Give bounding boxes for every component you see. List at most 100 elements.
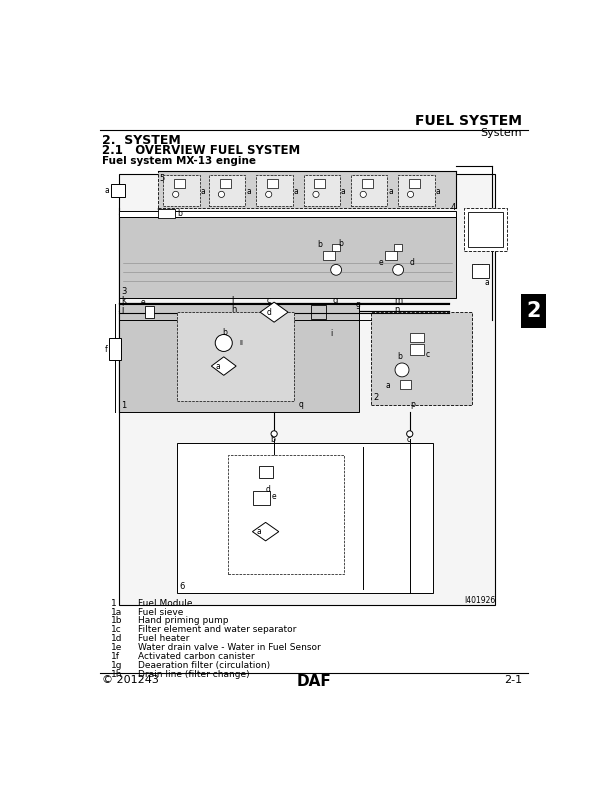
Text: a: a — [435, 187, 440, 196]
Text: a: a — [104, 186, 109, 195]
Circle shape — [313, 192, 319, 197]
Circle shape — [406, 431, 413, 437]
Text: d: d — [267, 307, 272, 317]
Text: 5: 5 — [159, 173, 165, 183]
Text: a: a — [386, 381, 390, 390]
Bar — [362, 179, 373, 188]
Bar — [304, 175, 340, 206]
Circle shape — [218, 192, 225, 197]
Circle shape — [408, 192, 414, 197]
Text: a: a — [246, 187, 251, 196]
Bar — [351, 175, 387, 206]
Bar — [111, 185, 125, 196]
Text: 1: 1 — [121, 401, 127, 410]
Text: Fuel system MX-13 engine: Fuel system MX-13 engine — [102, 156, 256, 166]
Circle shape — [395, 363, 409, 377]
Bar — [464, 208, 507, 250]
Text: 2.  SYSTEM: 2. SYSTEM — [102, 134, 181, 147]
Bar — [323, 250, 335, 260]
Text: 1c: 1c — [111, 626, 122, 634]
Text: f: f — [105, 345, 108, 354]
Text: c: c — [266, 296, 271, 305]
Bar — [177, 443, 433, 593]
Text: 1: 1 — [111, 599, 117, 607]
Text: 1e: 1e — [111, 643, 123, 652]
Bar — [228, 455, 344, 574]
Bar — [209, 175, 245, 206]
Text: b: b — [270, 435, 275, 444]
Text: i: i — [330, 329, 333, 338]
Text: © 201243: © 201243 — [102, 676, 159, 685]
Text: l: l — [231, 296, 234, 305]
Bar — [109, 338, 121, 360]
Text: a: a — [201, 187, 205, 196]
Circle shape — [330, 265, 341, 275]
Text: Hand priming pump: Hand priming pump — [138, 616, 229, 626]
Text: 2.1   OVERVIEW FUEL SYSTEM: 2.1 OVERVIEW FUEL SYSTEM — [102, 144, 300, 157]
Polygon shape — [252, 523, 279, 541]
Text: j: j — [121, 305, 124, 314]
Bar — [259, 466, 272, 478]
Circle shape — [215, 334, 233, 352]
Text: DAF: DAF — [296, 674, 331, 689]
Bar — [410, 344, 424, 355]
Polygon shape — [260, 303, 288, 322]
Bar — [174, 179, 185, 188]
Bar — [385, 250, 397, 260]
Text: c: c — [425, 350, 430, 359]
Bar — [398, 175, 435, 206]
Text: 1b: 1b — [111, 616, 123, 626]
Circle shape — [271, 431, 277, 437]
Text: g: g — [356, 300, 360, 309]
Text: b: b — [177, 209, 182, 218]
Text: a: a — [388, 187, 393, 196]
Bar — [400, 380, 411, 389]
Bar — [119, 218, 457, 299]
Text: n: n — [394, 305, 400, 314]
Bar — [371, 312, 472, 405]
Text: e: e — [272, 493, 277, 501]
Bar — [315, 179, 325, 188]
Bar — [220, 179, 231, 188]
Text: m: m — [394, 296, 402, 305]
Text: b: b — [338, 239, 343, 248]
Text: a: a — [294, 187, 298, 196]
Text: 2-1: 2-1 — [504, 676, 522, 685]
Text: Water drain valve - Water in Fuel Sensor: Water drain valve - Water in Fuel Sensor — [138, 643, 321, 652]
Text: 1f: 1f — [111, 652, 121, 661]
Bar — [119, 304, 359, 413]
Polygon shape — [211, 357, 236, 375]
Circle shape — [360, 192, 367, 197]
Text: c: c — [406, 435, 410, 444]
Text: System: System — [480, 128, 522, 138]
Text: Activated carbon canister: Activated carbon canister — [138, 652, 255, 661]
Bar — [409, 179, 420, 188]
Bar — [119, 173, 495, 605]
Text: h: h — [231, 305, 237, 314]
Text: 2: 2 — [373, 394, 379, 402]
Text: e: e — [379, 258, 383, 268]
Text: a: a — [485, 278, 490, 287]
Text: b: b — [397, 352, 402, 361]
Bar — [163, 175, 200, 206]
Bar — [332, 245, 340, 250]
Text: 4: 4 — [451, 203, 457, 212]
Bar — [253, 491, 271, 505]
Text: Drain line (filter change): Drain line (filter change) — [138, 669, 250, 679]
Text: 1d: 1d — [111, 634, 123, 643]
Text: b: b — [222, 329, 227, 337]
Text: Fuel Module: Fuel Module — [138, 599, 193, 607]
Bar — [256, 175, 293, 206]
Bar — [312, 305, 326, 319]
Text: a: a — [341, 187, 346, 196]
Text: Fuel heater: Fuel heater — [138, 634, 190, 643]
Text: g: g — [332, 296, 338, 305]
Text: 2: 2 — [526, 301, 541, 321]
Text: a: a — [256, 527, 261, 536]
Text: Fuel sieve: Fuel sieve — [138, 607, 184, 617]
Circle shape — [393, 265, 403, 275]
Bar — [158, 209, 175, 219]
Bar — [410, 333, 424, 342]
Text: q: q — [298, 400, 303, 409]
Circle shape — [173, 192, 179, 197]
